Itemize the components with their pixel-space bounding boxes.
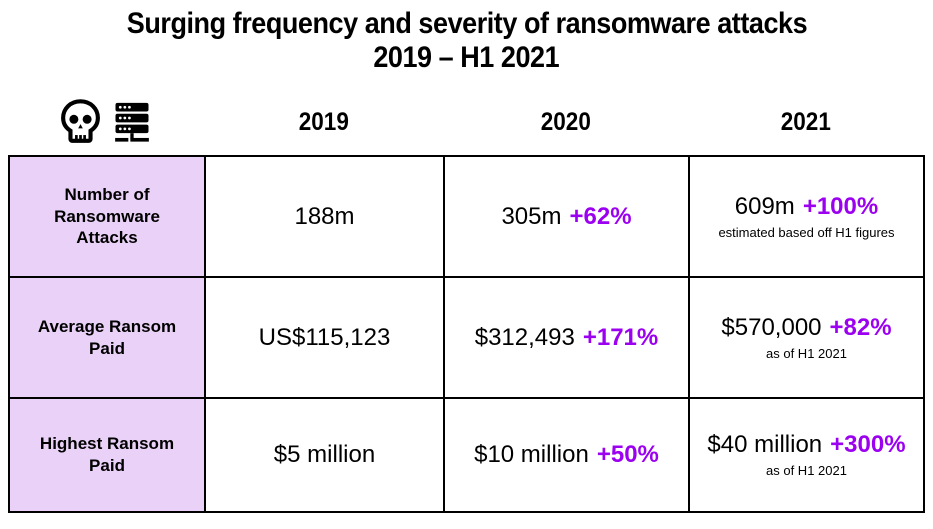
server-rack-icon [110, 100, 154, 144]
percent-change: +82% [829, 313, 892, 341]
value-cell: 305m +62% [443, 155, 690, 278]
value-text: 188m [294, 202, 355, 230]
percent-change: +50% [596, 441, 659, 469]
value-cell: $5 million [204, 397, 445, 513]
value-text: $10 million [474, 441, 589, 469]
table-row: Average Ransom Paid US$115,123 $312,493 +… [8, 276, 925, 399]
year-header-2020: 2020 [540, 107, 591, 136]
row-label-cell: Average Ransom Paid [8, 276, 206, 399]
value-text: $5 million [273, 441, 376, 469]
value-cell: $40 million +300% as of H1 2021 [688, 397, 925, 513]
value-cell: $10 million +50% [443, 397, 690, 513]
title-line-2: 2019 – H1 2021 [373, 41, 560, 74]
value-text: 609m [734, 192, 795, 220]
page-title: Surging frequency and severity of ransom… [0, 7, 933, 75]
value-text: $312,493 [474, 323, 575, 351]
value-text: $40 million [707, 431, 823, 459]
table-row: Number of Ransomware Attacks 188m 305m +6… [8, 155, 925, 278]
percent-change: +171% [582, 323, 659, 351]
row-label: Number of Ransomware Attacks [54, 184, 160, 248]
row-label: Highest Ransom Paid [39, 434, 175, 475]
value-cell: 188m [204, 155, 445, 278]
value-text: $570,000 [721, 313, 822, 341]
row-label-cell: Number of Ransomware Attacks [8, 155, 206, 278]
ransomware-stats-table: Number of Ransomware Attacks 188m 305m +6… [8, 155, 925, 513]
percent-change: +100% [802, 192, 879, 220]
value-cell: $312,493 +171% [443, 276, 690, 399]
footnote: as of H1 2021 [766, 345, 847, 361]
header-icons [8, 98, 204, 146]
footnote: estimated based off H1 figures [718, 224, 895, 240]
footnote: as of H1 2021 [766, 463, 847, 478]
table-header-row: 2019 2020 2021 [8, 96, 923, 148]
row-label-cell: Highest Ransom Paid [8, 397, 206, 513]
value-cell: 609m +100% estimated based off H1 figures [688, 155, 925, 278]
percent-change: +300% [830, 431, 906, 459]
skull-icon [59, 98, 102, 146]
percent-change: +62% [569, 202, 632, 230]
table-row: Highest Ransom Paid $5 million $10 milli… [8, 397, 925, 513]
row-label: Average Ransom Paid [37, 316, 177, 358]
year-header-2021: 2021 [780, 107, 831, 136]
value-text: 305m [501, 202, 562, 230]
value-cell: $570,000 +82% as of H1 2021 [688, 276, 925, 399]
year-header-2019: 2019 [298, 107, 349, 136]
value-text: US$115,123 [258, 323, 391, 351]
title-line-1: Surging frequency and severity of ransom… [126, 7, 807, 40]
value-cell: US$115,123 [204, 276, 445, 399]
